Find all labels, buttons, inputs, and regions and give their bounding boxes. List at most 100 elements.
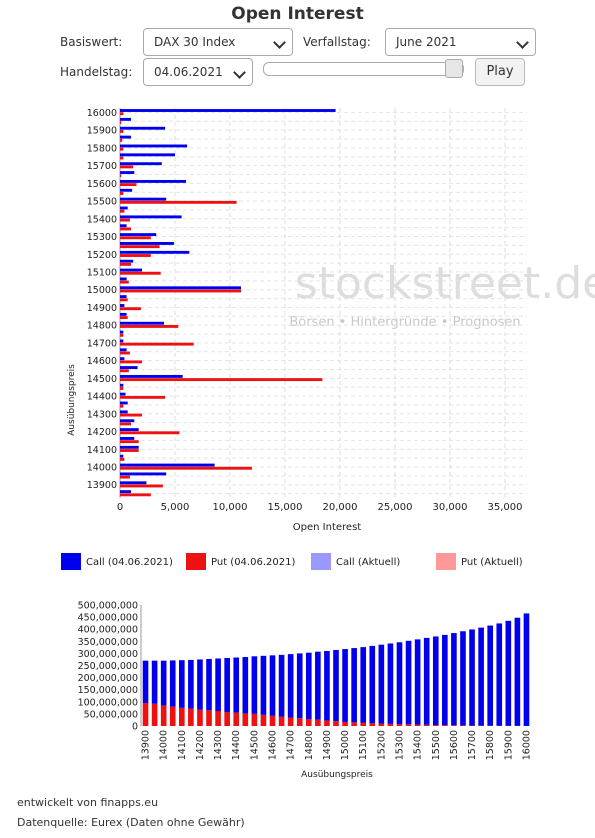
put-bar xyxy=(287,717,294,726)
put-bar xyxy=(120,289,241,293)
stacked-bar-chart: 0 50,000,000100,000,000150,000,000200,000… xyxy=(78,601,533,781)
y-tick-label: 15600 xyxy=(87,179,117,190)
legend-swatch[interactable] xyxy=(61,553,81,570)
play-button[interactable]: Play xyxy=(475,58,525,86)
put-bar xyxy=(369,723,376,726)
put-bar xyxy=(120,174,122,178)
x-tick-label: 15700 xyxy=(467,730,478,760)
put-bar xyxy=(242,713,249,726)
call-bar xyxy=(120,171,135,174)
call-bar xyxy=(120,419,135,423)
developer-credit: entwickelt von finapps.eu xyxy=(17,796,159,809)
date-slider-thumb[interactable] xyxy=(445,59,463,78)
basiswert-label: Basiswert: xyxy=(60,35,123,49)
put-bar xyxy=(360,722,367,726)
put-bar xyxy=(120,254,151,257)
y-tick-label: 15200 xyxy=(87,250,117,261)
y-tick-label: 14400 xyxy=(87,392,117,403)
call-bar xyxy=(120,135,131,139)
call-bar xyxy=(120,117,131,121)
call-bar xyxy=(160,660,167,706)
x-tick-label: 15400 xyxy=(413,730,424,760)
legend-label: Put (04.06.2021) xyxy=(211,557,296,568)
put-bar xyxy=(451,725,457,726)
call-bar xyxy=(120,490,131,494)
put-bar xyxy=(120,298,128,302)
put-bar xyxy=(120,324,179,328)
basiswert-select[interactable]: DAX 30 Index xyxy=(143,28,293,56)
put-bar xyxy=(251,713,258,726)
put-bar xyxy=(120,271,161,275)
x-tick-label: 15500 xyxy=(431,730,442,760)
x-axis-title: Ausübungspreis xyxy=(301,770,373,780)
handelstag-value: 04.06.2021 xyxy=(154,65,223,79)
x-tick-label: 0 xyxy=(117,502,123,513)
date-slider-track[interactable] xyxy=(263,62,464,76)
put-bar xyxy=(315,719,321,726)
y-tick-label: 14600 xyxy=(87,356,117,367)
call-bar xyxy=(120,144,188,148)
put-bar xyxy=(120,378,323,382)
y-tick-label: 300,000,000 xyxy=(78,649,138,660)
call-bar xyxy=(242,657,249,714)
put-bar xyxy=(120,369,129,373)
call-bar xyxy=(120,401,128,405)
call-bar xyxy=(120,233,157,237)
put-bar xyxy=(120,192,124,195)
y-tick-label: 15700 xyxy=(87,161,117,172)
put-bar xyxy=(120,342,194,346)
call-bar xyxy=(120,339,124,343)
call-bar xyxy=(120,383,124,387)
x-tick-label: 5,000 xyxy=(161,502,190,513)
call-bar xyxy=(287,654,294,718)
call-bar xyxy=(206,658,212,711)
legend-swatch[interactable] xyxy=(311,553,331,570)
call-bar xyxy=(333,650,339,722)
call-bar xyxy=(120,437,135,440)
x-tick-label: 14900 xyxy=(322,730,333,760)
y-axis-title: Ausübungspreis xyxy=(67,364,77,436)
call-bar xyxy=(120,206,128,210)
call-bar xyxy=(120,153,175,157)
call-bar xyxy=(151,660,158,704)
y-tick-label: 15100 xyxy=(87,267,117,278)
verfallstag-value: June 2021 xyxy=(396,35,457,49)
x-tick-label: 15,000 xyxy=(268,502,303,513)
legend-label: Call (04.06.2021) xyxy=(86,557,173,568)
put-bar xyxy=(120,484,163,488)
y-tick-label: 16000 xyxy=(87,108,117,119)
basiswert-value: DAX 30 Index xyxy=(154,35,236,49)
call-bar xyxy=(369,645,376,724)
put-bar xyxy=(120,138,123,142)
x-tick-label: 14500 xyxy=(249,730,260,760)
x-tick-label: 14000 xyxy=(159,730,170,760)
y-tick-label: 13900 xyxy=(87,480,117,491)
watermark-slogan: Börsen • Hintergründe • Prognosen xyxy=(289,315,520,330)
put-bar xyxy=(120,475,130,479)
y-tick-label: 15800 xyxy=(87,143,117,154)
call-bar xyxy=(396,642,403,725)
call-bar xyxy=(233,657,240,713)
handelstag-select[interactable]: 04.06.2021 xyxy=(143,58,253,86)
x-tick-label: 25,000 xyxy=(378,502,413,513)
legend-swatch[interactable] xyxy=(186,553,206,570)
verfallstag-select[interactable]: June 2021 xyxy=(385,28,536,56)
put-bar xyxy=(215,710,221,726)
put-bar xyxy=(342,721,348,726)
put-bar xyxy=(120,218,130,222)
put-bar xyxy=(197,709,203,726)
call-bar xyxy=(342,649,348,722)
put-bar xyxy=(333,721,339,726)
call-bar xyxy=(260,655,267,715)
call-bar xyxy=(120,215,182,219)
put-bar xyxy=(120,431,180,435)
put-bar xyxy=(120,280,129,284)
call-bar xyxy=(120,295,127,299)
call-bar xyxy=(120,472,167,476)
put-bar xyxy=(120,147,124,151)
legend-swatch[interactable] xyxy=(436,553,456,570)
call-bar xyxy=(378,644,385,724)
call-bar xyxy=(523,613,530,726)
call-bar xyxy=(120,268,142,272)
y-tick-label: 400,000,000 xyxy=(78,625,138,636)
